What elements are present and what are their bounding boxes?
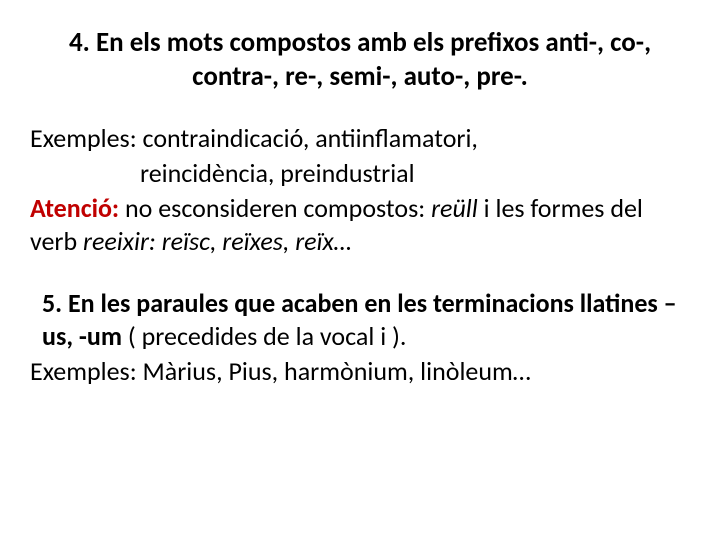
spacer — [30, 261, 690, 287]
atencio-block: Atenció: no esconsideren compostos: reül… — [30, 192, 690, 259]
rule-4-title: 4. En els mots compostos amb els prefixo… — [30, 26, 690, 94]
atencio-italic-2: reeixir: reïsc, reïxes, reïx… — [83, 225, 352, 257]
rule-5-exemples: Exemples: Màrius, Pius, harmònium, linòl… — [30, 355, 690, 388]
body-text: Exemples: contraindicació, antiinflamato… — [30, 122, 690, 389]
exemples-line-2: reincidència, preindustrial — [30, 157, 690, 190]
exemples-line-1: Exemples: contraindicació, antiinflamato… — [30, 122, 690, 155]
exemples-label: Exemples: — [30, 122, 137, 154]
rule-5-heading: 5. En les paraules que acaben en les ter… — [30, 287, 690, 354]
exemples-text-1: contraindicació, antiinflamatori, — [137, 122, 478, 154]
atencio-label: Atenció: — [30, 192, 119, 224]
atencio-text-1: no esconsideren compostos: — [119, 192, 431, 224]
atencio-italic-1: reüll — [431, 192, 478, 224]
rule-5-heading-part2: ( precedides de la vocal i ). — [128, 320, 407, 352]
rule-5-exemples-text: Màrius, Pius, harmònium, linòleum… — [137, 355, 531, 387]
rule-5-exemples-label: Exemples: — [30, 355, 137, 387]
title-line-1: 4. En els mots compostos amb els prefixo… — [69, 26, 651, 59]
title-line-2: contra-, re-, semi-, auto-, pre-. — [192, 60, 528, 93]
rule-5-section: 5. En les paraules que acaben en les ter… — [30, 287, 690, 389]
